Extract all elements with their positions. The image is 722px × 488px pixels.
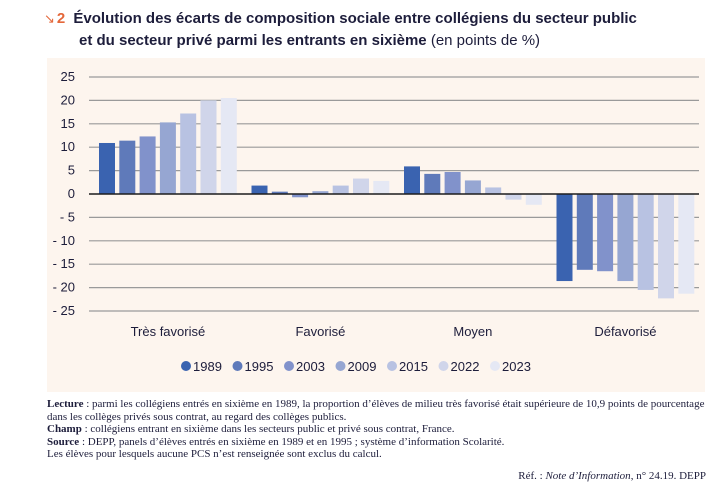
bar-1989	[99, 142, 115, 194]
arrow-down-right-icon: ↘	[44, 11, 55, 26]
figure-title: ↘ 2 Évolution des écarts de composition s…	[44, 8, 637, 52]
legend-label-2015: 2015	[399, 359, 428, 374]
legend-marker-2003	[284, 361, 294, 371]
bar-2022	[200, 100, 217, 194]
legend-label-2023: 2023	[502, 359, 531, 374]
y-tick-label: - 20	[53, 280, 75, 295]
legend-marker-2015	[387, 361, 397, 371]
bar-1989	[556, 194, 573, 282]
x-category-label: Très favorisé	[131, 324, 206, 339]
legend-label-2003: 2003	[296, 359, 325, 374]
bar-2023	[220, 98, 237, 194]
y-tick-label: 20	[61, 92, 75, 107]
source-label: Source	[47, 435, 80, 448]
y-tick-label: - 10	[53, 233, 75, 248]
x-category-label: Défavorisé	[594, 324, 656, 339]
legend-marker-2009	[335, 361, 346, 371]
y-tick-label: 10	[61, 139, 75, 154]
bar-2009	[312, 191, 329, 194]
bar-1989	[404, 166, 420, 194]
legend-marker-2023	[490, 361, 500, 371]
chart-panel: 25 20 15 10 5 0- 5- 10- 15- 20- 25 Très favori…	[47, 58, 705, 392]
legend-label-1989: 1989	[193, 359, 222, 374]
bar-2023	[678, 194, 695, 294]
bar-1995	[271, 191, 288, 194]
note-source: Source : DEPP, panels d’élèves entrés en…	[47, 436, 707, 449]
y-tick-label: - 15	[53, 256, 75, 271]
figure-number: 2	[56, 10, 66, 27]
bar-2023	[525, 194, 542, 205]
reference: Réf. : Note d’Information, n° 24.19. DEP…	[518, 470, 706, 482]
source-text: : DEPP, panels d’élèves entrés en sixièm…	[79, 435, 505, 448]
bar-2022	[658, 194, 674, 299]
bar-2003	[139, 136, 156, 194]
bar-2015	[637, 194, 654, 290]
chart-notes: Lecture : parmi les collégiens entrés en…	[47, 398, 707, 461]
lecture-text: : parmi les collégiens entrés en sixième…	[47, 398, 705, 423]
bar-2009	[464, 180, 481, 194]
bar-2003	[444, 172, 461, 194]
legend-label-1995: 1995	[245, 359, 274, 374]
legend-marker-1989	[181, 361, 191, 371]
y-tick-label: - 5	[60, 209, 75, 224]
legend-label-2022: 2022	[451, 359, 480, 374]
bar-1995	[576, 194, 593, 270]
ref-suffix: , n° 24.19. DEPP	[630, 470, 706, 482]
x-category-label: Favorisé	[295, 324, 345, 339]
y-tick-label: 15	[61, 116, 75, 131]
bar-2003	[597, 194, 614, 272]
bar-2015	[332, 185, 349, 194]
title-line2: et du secteur privé parmi les entrants e…	[79, 32, 427, 49]
y-tick-label: 25	[61, 69, 75, 84]
bar-2015	[485, 187, 502, 194]
note-lecture: Lecture : parmi les collégiens entrés en…	[47, 398, 707, 423]
y-tick-label: 5	[68, 163, 75, 178]
bar-1995	[119, 140, 136, 194]
champ-text: : collégiens entrant en sixième dans les…	[81, 423, 455, 436]
legend-marker-1995	[232, 361, 243, 371]
legend-label-2009: 2009	[348, 359, 377, 374]
bar-2003	[292, 194, 309, 198]
ref-prefix: Réf. :	[518, 470, 546, 482]
y-tick-label: 0	[68, 186, 75, 201]
bar-2015	[180, 113, 197, 194]
lecture-label: Lecture	[47, 398, 84, 410]
x-category-label: Moyen	[453, 324, 492, 339]
bar-2022	[505, 194, 522, 200]
legend-marker-2022	[438, 361, 449, 371]
note-extra: Les élèves pour lesquels aucune PCS n’es…	[47, 448, 382, 461]
title-line1: Évolution des écarts de composition soci…	[73, 10, 637, 27]
note-champ: Champ : collégiens entrant en sixième da…	[47, 423, 707, 436]
bar-1989	[251, 185, 268, 194]
bar-2022	[353, 178, 369, 194]
bar-2009	[159, 122, 176, 194]
y-tick-label: - 25	[53, 303, 75, 318]
title-unit: (en points de %)	[430, 32, 541, 49]
bar-1995	[424, 173, 441, 194]
champ-label: Champ	[47, 423, 82, 436]
bar-2023	[373, 180, 390, 194]
ref-publication: Note d’Information	[545, 470, 631, 482]
bar-2009	[617, 194, 634, 282]
